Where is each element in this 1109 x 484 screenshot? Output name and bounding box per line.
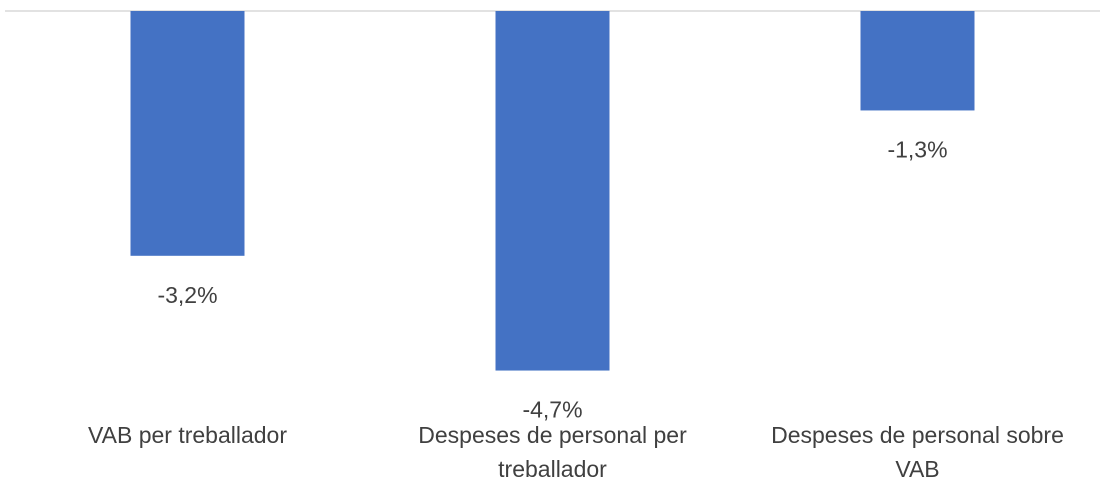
- category-label-2: Despeses de personal per treballador: [418, 422, 687, 482]
- category-label-1: VAB per treballador: [88, 422, 287, 448]
- data-label-2: -4,7%: [522, 397, 582, 423]
- category-label-line: Despeses de personal per: [418, 422, 687, 448]
- category-label-line: VAB per treballador: [88, 422, 287, 448]
- category-label-line: VAB: [895, 456, 939, 482]
- bar-3: [860, 11, 975, 111]
- category-label-3: Despeses de personal sobre VAB: [771, 422, 1064, 482]
- category-label-line: Despeses de personal sobre: [771, 422, 1064, 448]
- data-label-1: -3,2%: [157, 282, 217, 308]
- data-label-3: -1,3%: [887, 136, 947, 162]
- category-label-line: treballador: [498, 456, 607, 482]
- bar-1: [130, 11, 245, 256]
- bar-2: [495, 11, 610, 371]
